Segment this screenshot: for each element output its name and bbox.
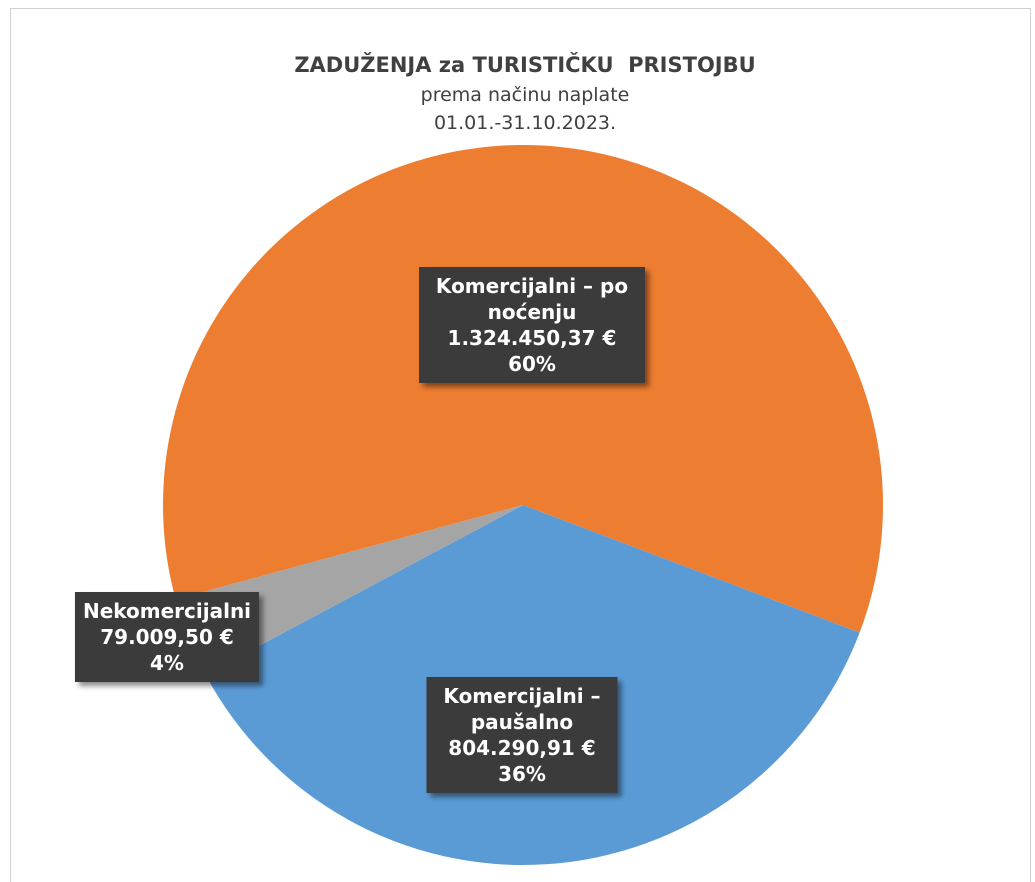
slice-value: 1.324.450,37 €	[447, 326, 617, 350]
slice-value: 804.290,91 €	[448, 736, 596, 760]
slice-value: 79.009,50 €	[100, 625, 234, 649]
slice-percent: 36%	[498, 762, 546, 786]
slice-percent: 60%	[508, 352, 556, 376]
slice-name: Komercijalni – po noćenju	[435, 274, 629, 324]
data-label: Nekomercijalni 79.009,50 €4%	[74, 592, 260, 682]
data-label: Komercijalni – po noćenju 1.324.450,37 €6…	[419, 267, 645, 383]
slice-percent: 4%	[150, 651, 184, 675]
slice-name: Komercijalni – paušalno	[443, 684, 601, 734]
pie-slice	[175, 505, 523, 675]
pie-slice	[162, 145, 883, 633]
chart-subtitle: prema načinu naplate	[421, 84, 630, 106]
chart-title: ZADUŽENJA za TURISTIČKU PRISTOJBU	[294, 52, 755, 77]
data-label: Komercijalni – paušalno 804.290,91 €36%	[426, 677, 618, 793]
chart-subtitle: 01.01.-31.10.2023.	[434, 112, 616, 134]
slice-name: Nekomercijalni	[82, 599, 252, 623]
